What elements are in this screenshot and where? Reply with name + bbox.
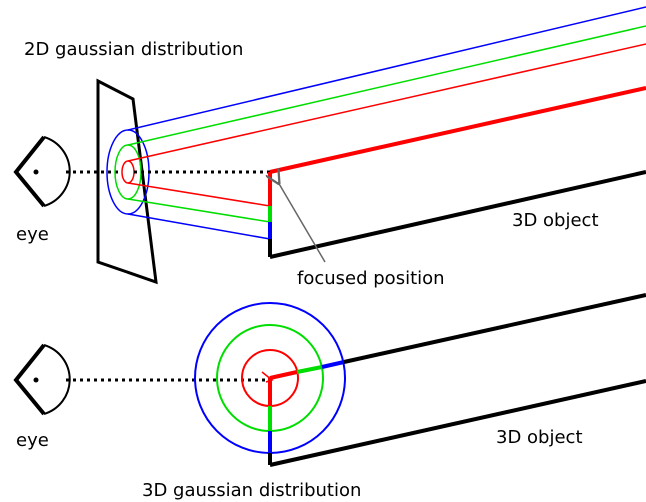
ray-blue-top <box>127 6 646 131</box>
top-title: 2D gaussian distribution <box>24 39 243 60</box>
eye-label-top: eye <box>16 224 49 245</box>
object-bottom-upper-edge <box>343 293 646 364</box>
focus-marker-bottom <box>261 371 274 383</box>
object-bottom-lower-edge <box>269 379 646 467</box>
object-bottom-upper-seg-red <box>269 370 298 380</box>
object-bottom-upper-seg-blue <box>321 360 345 369</box>
focus-arrow <box>278 182 326 263</box>
ray-red-top <box>127 43 646 162</box>
object-bottom-upper-seg-green <box>296 365 323 374</box>
object-label-bottom: 3D object <box>496 427 583 448</box>
ray-red-bottom <box>127 182 271 207</box>
object-label-top: 3D object <box>512 210 599 231</box>
projection-plane <box>96 78 158 285</box>
ray-green-top <box>127 25 646 146</box>
eye-label-bottom: eye <box>16 430 49 451</box>
gaussian-ellipse-red <box>121 160 135 184</box>
object-top-lower-edge <box>269 170 646 259</box>
focused-label: focused position <box>297 268 445 289</box>
ray-blue-bottom <box>127 213 271 240</box>
ray-green-bottom <box>127 198 271 223</box>
bottom-title: 3D gaussian distribution <box>142 480 361 501</box>
object-top-upper-edge <box>269 86 646 174</box>
eye-icon-bottom <box>13 343 71 416</box>
eye-icon-top <box>13 135 71 208</box>
gaussian-ellipse-green <box>114 144 142 200</box>
